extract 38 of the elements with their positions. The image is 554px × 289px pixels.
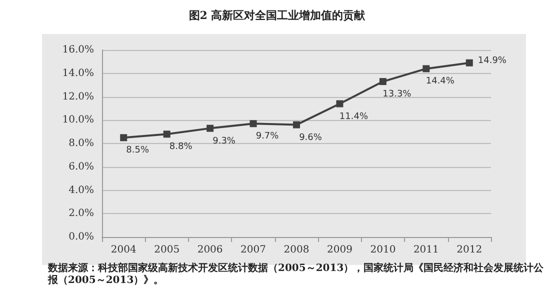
- y-tick-label: 12.0%: [62, 91, 94, 102]
- point: [163, 130, 170, 138]
- y-tick-label: 6.0%: [68, 161, 94, 172]
- point: [293, 121, 300, 128]
- data-label: 11.4%: [339, 112, 368, 122]
- x-tick-label: 2009: [326, 244, 352, 256]
- x-tick-label: 2007: [240, 244, 266, 256]
- y-tick-label: 2.0%: [68, 208, 94, 220]
- x-tick-label: 2004: [110, 244, 136, 256]
- chart-title: 图2 高新区对全国工业增加值的贡献: [188, 8, 366, 23]
- point: [336, 100, 344, 108]
- point: [250, 120, 257, 128]
- data-label: 14.9%: [478, 56, 507, 66]
- x-tick-label: 2008: [284, 244, 310, 256]
- y-tick-label: 0.0%: [68, 232, 94, 242]
- data-label: 9.7%: [256, 132, 280, 142]
- source-note: 数据来源：科技部国家级高新技术开发区统计数据（2005～2013），国家统计局《国民经济和社会发展统计公报（2005～2013）》。: [48, 263, 545, 287]
- y-tick-label: 10.0%: [62, 114, 94, 126]
- data-label: 9.6%: [299, 132, 322, 143]
- x-tick-label: 2010: [370, 244, 396, 256]
- data-label: 9.3%: [212, 136, 236, 146]
- x-tick-label: 2006: [197, 244, 223, 256]
- x-tick-label: 2011: [413, 244, 439, 256]
- point: [120, 134, 128, 142]
- y-tick-label: 14.0%: [62, 68, 94, 79]
- point: [466, 59, 473, 66]
- x-tick-label: 2012: [456, 244, 482, 256]
- data-label: 8.8%: [169, 142, 193, 152]
- y-tick-label: 8.0%: [68, 138, 94, 149]
- data-label: 8.5%: [126, 146, 150, 156]
- data-label: 14.4%: [426, 76, 455, 87]
- point: [422, 65, 430, 72]
- x-tick-label: 2005: [154, 244, 180, 256]
- point: [379, 78, 386, 86]
- y-tick-label: 4.0%: [68, 184, 94, 196]
- data-label: 13.3%: [382, 90, 412, 100]
- y-tick-label: 16.0%: [62, 44, 94, 56]
- point: [206, 124, 214, 132]
